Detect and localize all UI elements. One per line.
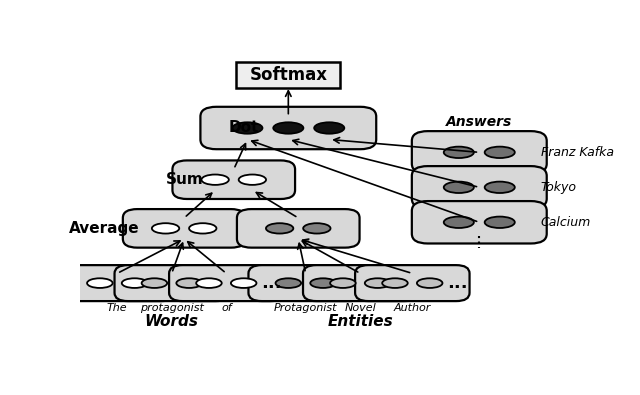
Text: ...: ...	[260, 274, 281, 292]
Ellipse shape	[87, 278, 113, 288]
Ellipse shape	[382, 278, 408, 288]
FancyBboxPatch shape	[115, 265, 229, 301]
Ellipse shape	[303, 223, 330, 233]
Ellipse shape	[444, 147, 474, 158]
Text: Novel: Novel	[344, 303, 376, 312]
Ellipse shape	[484, 182, 515, 193]
Text: Franz Kafka: Franz Kafka	[541, 146, 614, 159]
Ellipse shape	[202, 175, 229, 185]
FancyBboxPatch shape	[60, 265, 175, 301]
FancyBboxPatch shape	[123, 209, 246, 248]
Ellipse shape	[484, 147, 515, 158]
Text: Average: Average	[69, 221, 140, 236]
Text: The: The	[107, 303, 127, 312]
Ellipse shape	[330, 278, 356, 288]
Ellipse shape	[266, 223, 293, 233]
FancyBboxPatch shape	[200, 107, 376, 149]
Text: protagonist: protagonist	[140, 303, 204, 312]
FancyBboxPatch shape	[355, 265, 470, 301]
Text: Sum: Sum	[166, 172, 204, 187]
FancyBboxPatch shape	[236, 62, 340, 88]
Text: Calcium: Calcium	[541, 216, 591, 229]
Ellipse shape	[417, 278, 442, 288]
Ellipse shape	[444, 182, 474, 193]
FancyBboxPatch shape	[172, 160, 295, 199]
FancyBboxPatch shape	[412, 131, 547, 173]
FancyBboxPatch shape	[169, 265, 284, 301]
Ellipse shape	[196, 278, 221, 288]
Ellipse shape	[231, 278, 257, 288]
Ellipse shape	[122, 278, 147, 288]
Ellipse shape	[444, 216, 474, 228]
Ellipse shape	[189, 223, 216, 233]
Text: Tokyo: Tokyo	[541, 181, 577, 194]
Ellipse shape	[152, 223, 179, 233]
Ellipse shape	[177, 278, 202, 288]
Ellipse shape	[484, 216, 515, 228]
Text: Softmax: Softmax	[250, 66, 327, 84]
FancyBboxPatch shape	[303, 265, 417, 301]
Ellipse shape	[314, 122, 344, 134]
Text: Protagonist: Protagonist	[274, 303, 337, 312]
FancyBboxPatch shape	[412, 166, 547, 209]
FancyBboxPatch shape	[412, 201, 547, 243]
Ellipse shape	[310, 278, 336, 288]
Ellipse shape	[273, 122, 303, 134]
Text: Answers: Answers	[446, 115, 513, 129]
Text: of: of	[221, 303, 232, 312]
Text: Words: Words	[145, 314, 199, 329]
Text: Author: Author	[394, 303, 431, 312]
Ellipse shape	[365, 278, 390, 288]
FancyBboxPatch shape	[237, 209, 360, 248]
Ellipse shape	[239, 175, 266, 185]
Ellipse shape	[276, 278, 301, 288]
Ellipse shape	[141, 278, 167, 288]
FancyBboxPatch shape	[248, 265, 363, 301]
Ellipse shape	[232, 122, 262, 134]
Text: ...: ...	[447, 274, 467, 292]
Text: Dot: Dot	[228, 120, 259, 135]
Text: Entities: Entities	[328, 314, 393, 329]
